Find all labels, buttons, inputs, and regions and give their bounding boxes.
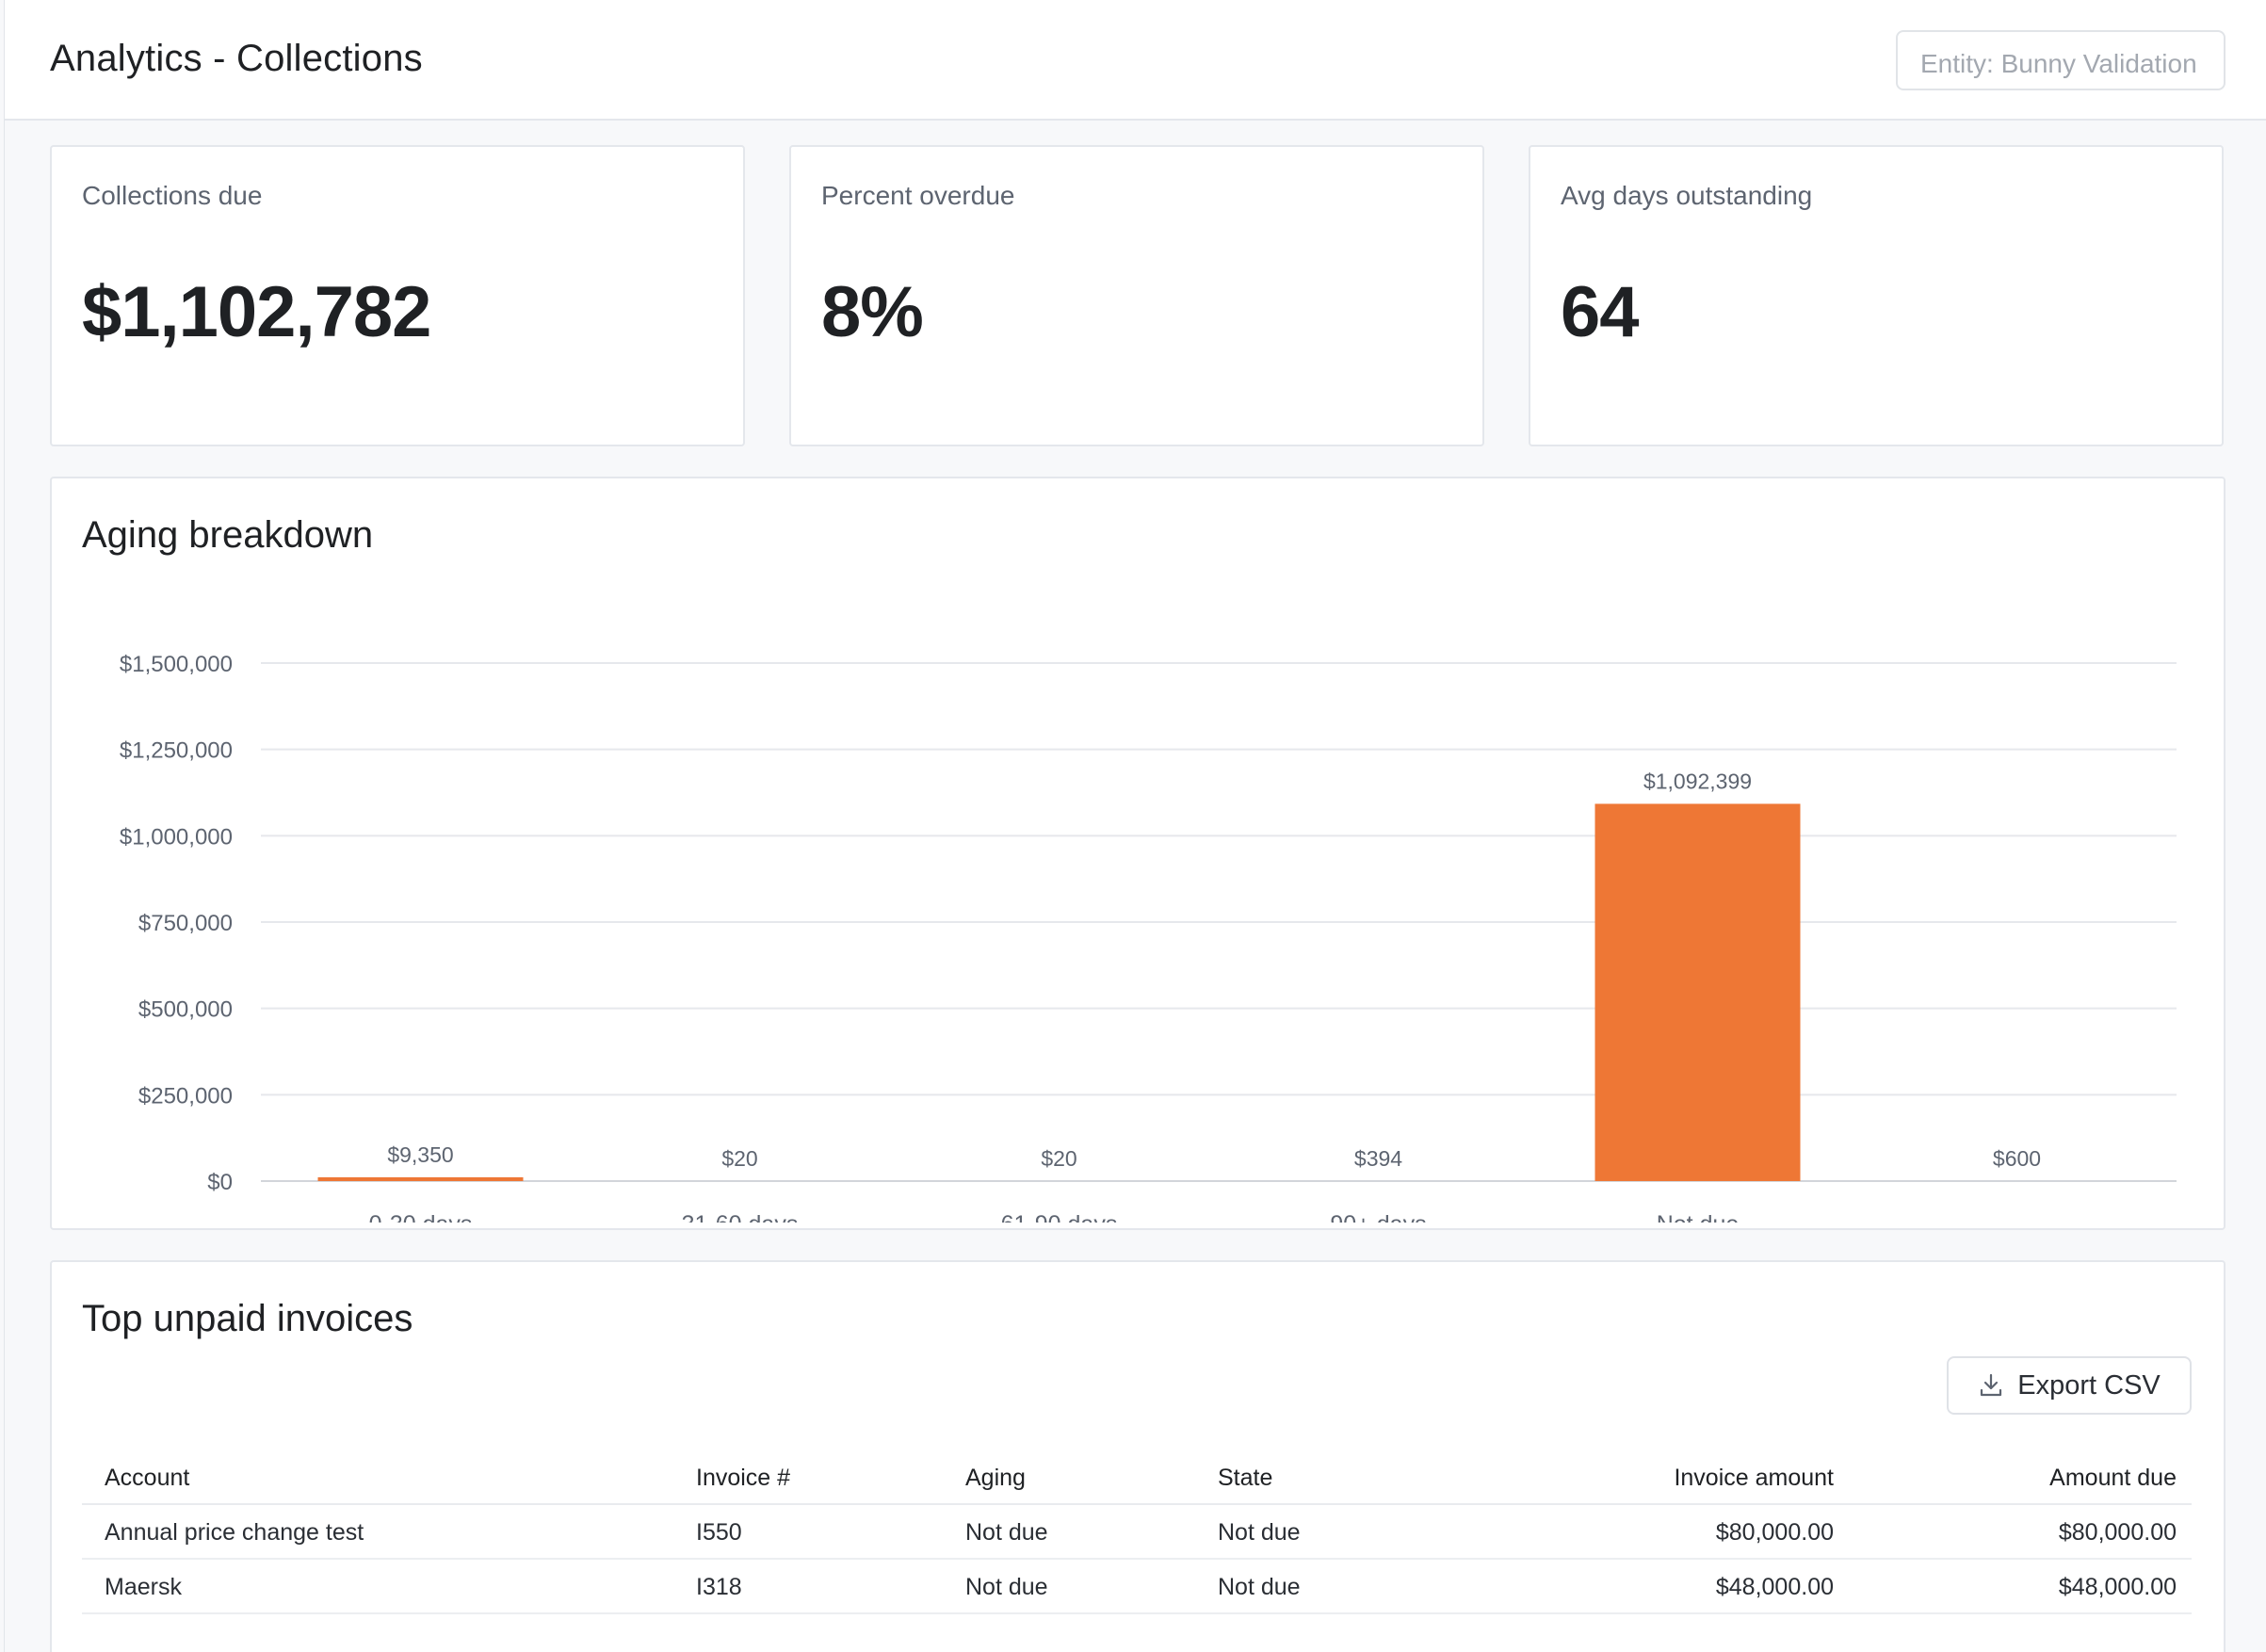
column-header-amount-due[interactable]: Amount due	[2049, 1465, 2177, 1491]
y-tick-label: $1,500,000	[120, 652, 233, 677]
y-tick-label: $1,000,000	[120, 824, 233, 850]
aging-cell: Not due	[965, 1519, 1048, 1546]
bar	[1594, 803, 1801, 1181]
x-tick-label: Not due	[1657, 1211, 1740, 1223]
aging-chart: $0 $250,000 $500,000 $750,000 $1,000,000 $1,2…	[120, 652, 2177, 1223]
state-cell: Not due	[1218, 1574, 1301, 1600]
account-link[interactable]: Maersk	[105, 1574, 182, 1600]
y-tick-label: $500,000	[138, 997, 233, 1023]
amount-due-cell: $48,000.00	[2058, 1574, 2177, 1600]
invoice-amount-cell: $48,000.00	[1715, 1574, 1834, 1600]
top-unpaid-invoices-card: Top unpaid invoices Export CSV Account I…	[50, 1260, 2226, 1652]
bar-value-label: $20	[721, 1146, 757, 1171]
export-csv-button[interactable]: Export CSV	[1947, 1356, 2192, 1415]
kpi-label: Collections due	[82, 181, 263, 210]
x-tick-label: 31-60 days	[682, 1211, 799, 1223]
top-unpaid-invoices-title: Top unpaid invoices	[82, 1298, 413, 1339]
column-header-account[interactable]: Account	[105, 1465, 190, 1491]
bar-value-label: $20	[1041, 1146, 1076, 1171]
kpi-card-percent-overdue: Percent overdue 8%	[789, 145, 1484, 446]
bar-value-label: $9,350	[387, 1142, 453, 1167]
state-cell: Not due	[1218, 1519, 1301, 1546]
y-tick-label: $250,000	[138, 1083, 233, 1109]
top-bar: Analytics - Collections Entity: Bunny Va…	[5, 0, 2266, 121]
bar-value-label: $1,092,399	[1643, 769, 1752, 793]
account-link[interactable]: Annual price change test	[105, 1519, 364, 1546]
x-tick-label: 61-90 days	[1001, 1211, 1118, 1223]
invoices-table: Account Invoice # Aging State Invoice am…	[82, 1450, 2192, 1614]
download-icon	[1981, 1373, 2002, 1397]
export-csv-label: Export CSV	[2017, 1369, 2161, 1401]
column-header-aging[interactable]: Aging	[965, 1465, 1026, 1491]
kpi-label: Percent overdue	[821, 181, 1015, 210]
x-tick-label: 0-30 days	[369, 1211, 473, 1223]
table-row: Maersk I318 Not due Not due $48,000.00 $…	[82, 1560, 2192, 1614]
aging-breakdown-title: Aging breakdown	[82, 514, 374, 556]
page: Analytics - Collections Entity: Bunny Va…	[4, 0, 2266, 1652]
kpi-card-avg-days-outstanding: Avg days outstanding 64	[1529, 145, 2224, 446]
aging-cell: Not due	[965, 1574, 1048, 1600]
column-header-invoice-number[interactable]: Invoice #	[696, 1465, 791, 1491]
amount-due-cell: $80,000.00	[2058, 1519, 2177, 1546]
kpi-value: $1,102,782	[82, 272, 431, 352]
column-header-state[interactable]: State	[1218, 1465, 1273, 1491]
y-tick-label: $0	[207, 1170, 233, 1195]
page-title: Analytics - Collections	[50, 38, 423, 79]
kpi-label: Avg days outstanding	[1561, 181, 1813, 210]
column-header-invoice-amount[interactable]: Invoice amount	[1674, 1465, 1834, 1491]
kpi-card-collections-due: Collections due $1,102,782	[50, 145, 745, 446]
kpi-value: 8%	[821, 272, 924, 352]
bar	[317, 1177, 524, 1181]
table-header-row: Account Invoice # Aging State Invoice am…	[82, 1450, 2192, 1505]
bar-value-label: $394	[1354, 1146, 1402, 1171]
aging-breakdown-card: Aging breakdown $0 $250,000 $500,000 $750,0…	[50, 477, 2226, 1230]
x-tick-label: 90+ days	[1330, 1211, 1426, 1223]
invoice-link[interactable]: I318	[696, 1574, 742, 1600]
y-tick-label: $1,250,000	[120, 738, 233, 764]
invoice-link[interactable]: I550	[696, 1519, 742, 1546]
bar-value-label: $600	[1993, 1146, 2041, 1171]
table-row: Annual price change test I550 Not due No…	[82, 1505, 2192, 1560]
entity-select[interactable]: Entity: Bunny Validation	[1896, 30, 2226, 90]
y-tick-label: $750,000	[138, 911, 233, 936]
invoice-amount-cell: $80,000.00	[1715, 1519, 1834, 1546]
kpi-value: 64	[1561, 272, 1640, 352]
